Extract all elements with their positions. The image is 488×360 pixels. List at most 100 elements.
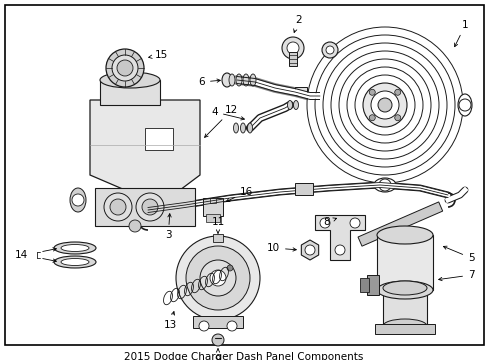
Circle shape — [110, 199, 126, 215]
Ellipse shape — [373, 178, 395, 192]
Circle shape — [209, 270, 225, 286]
Ellipse shape — [61, 258, 89, 266]
Circle shape — [458, 99, 470, 111]
Ellipse shape — [112, 55, 138, 81]
Polygon shape — [314, 215, 364, 260]
Ellipse shape — [247, 123, 252, 133]
Ellipse shape — [117, 60, 133, 76]
Bar — [145, 128, 173, 150]
Circle shape — [338, 59, 430, 151]
Circle shape — [334, 245, 345, 255]
Bar — [294, 183, 312, 195]
Ellipse shape — [382, 281, 426, 295]
Ellipse shape — [228, 74, 235, 86]
Text: 12: 12 — [204, 105, 238, 138]
Text: 16: 16 — [226, 187, 253, 202]
Circle shape — [377, 98, 391, 112]
Circle shape — [349, 218, 359, 228]
Ellipse shape — [70, 188, 86, 212]
Circle shape — [354, 75, 414, 135]
Bar — [213, 234, 223, 242]
Ellipse shape — [100, 72, 160, 88]
Circle shape — [321, 42, 337, 58]
Polygon shape — [90, 100, 200, 190]
Bar — [366, 275, 378, 295]
Circle shape — [142, 199, 158, 215]
Circle shape — [370, 91, 398, 119]
Text: 3: 3 — [164, 214, 171, 240]
Ellipse shape — [243, 74, 248, 86]
Text: 6: 6 — [198, 77, 220, 87]
Bar — [359, 278, 368, 292]
Text: 4: 4 — [211, 107, 244, 120]
Ellipse shape — [382, 319, 426, 333]
Ellipse shape — [457, 94, 471, 116]
Circle shape — [368, 115, 374, 121]
Ellipse shape — [106, 49, 143, 87]
Bar — [193, 316, 243, 328]
Ellipse shape — [240, 123, 245, 133]
Text: 14: 14 — [15, 250, 28, 260]
Ellipse shape — [376, 281, 432, 299]
Ellipse shape — [249, 74, 256, 86]
Text: 9: 9 — [214, 349, 221, 360]
Bar — [382, 288, 426, 326]
Ellipse shape — [61, 244, 89, 252]
Circle shape — [325, 46, 333, 54]
Bar — [100, 80, 160, 105]
Circle shape — [176, 236, 260, 320]
Polygon shape — [301, 240, 318, 260]
Text: 8: 8 — [323, 217, 336, 227]
Bar — [203, 198, 223, 216]
Ellipse shape — [376, 226, 432, 244]
Circle shape — [394, 115, 400, 121]
Bar — [209, 198, 216, 203]
Circle shape — [346, 67, 422, 143]
Circle shape — [368, 89, 374, 95]
Circle shape — [305, 245, 314, 255]
Text: 10: 10 — [266, 243, 296, 253]
Bar — [374, 324, 434, 334]
Circle shape — [323, 43, 446, 167]
Circle shape — [282, 37, 304, 59]
Text: 11: 11 — [211, 217, 224, 233]
Circle shape — [314, 35, 454, 175]
Bar — [288, 52, 296, 66]
Text: 5: 5 — [443, 246, 474, 263]
Text: 7: 7 — [438, 270, 474, 281]
Circle shape — [72, 194, 84, 206]
Ellipse shape — [54, 242, 96, 254]
Ellipse shape — [222, 73, 231, 87]
Text: 15: 15 — [148, 50, 168, 60]
Circle shape — [330, 51, 438, 159]
Bar — [205, 214, 220, 222]
Circle shape — [200, 260, 236, 296]
Circle shape — [104, 193, 132, 221]
Ellipse shape — [226, 321, 237, 331]
Circle shape — [286, 42, 298, 54]
Text: 2: 2 — [293, 15, 301, 32]
Ellipse shape — [233, 123, 238, 133]
Circle shape — [306, 27, 462, 183]
Circle shape — [226, 265, 232, 271]
Ellipse shape — [293, 100, 298, 109]
Circle shape — [319, 218, 329, 228]
Text: 1: 1 — [454, 20, 468, 47]
Ellipse shape — [54, 256, 96, 268]
Circle shape — [362, 83, 406, 127]
Bar — [95, 188, 195, 226]
Text: 2015 Dodge Charger Dash Panel Components: 2015 Dodge Charger Dash Panel Components — [124, 352, 363, 360]
Polygon shape — [294, 87, 306, 95]
Circle shape — [129, 220, 141, 232]
Bar — [376, 235, 432, 290]
Circle shape — [136, 193, 163, 221]
Circle shape — [185, 246, 249, 310]
Bar — [357, 202, 442, 246]
Text: 13: 13 — [163, 311, 176, 330]
Ellipse shape — [236, 74, 242, 86]
Ellipse shape — [287, 100, 292, 109]
Ellipse shape — [199, 321, 208, 331]
Circle shape — [378, 179, 390, 191]
Circle shape — [394, 89, 400, 95]
Circle shape — [212, 334, 224, 346]
